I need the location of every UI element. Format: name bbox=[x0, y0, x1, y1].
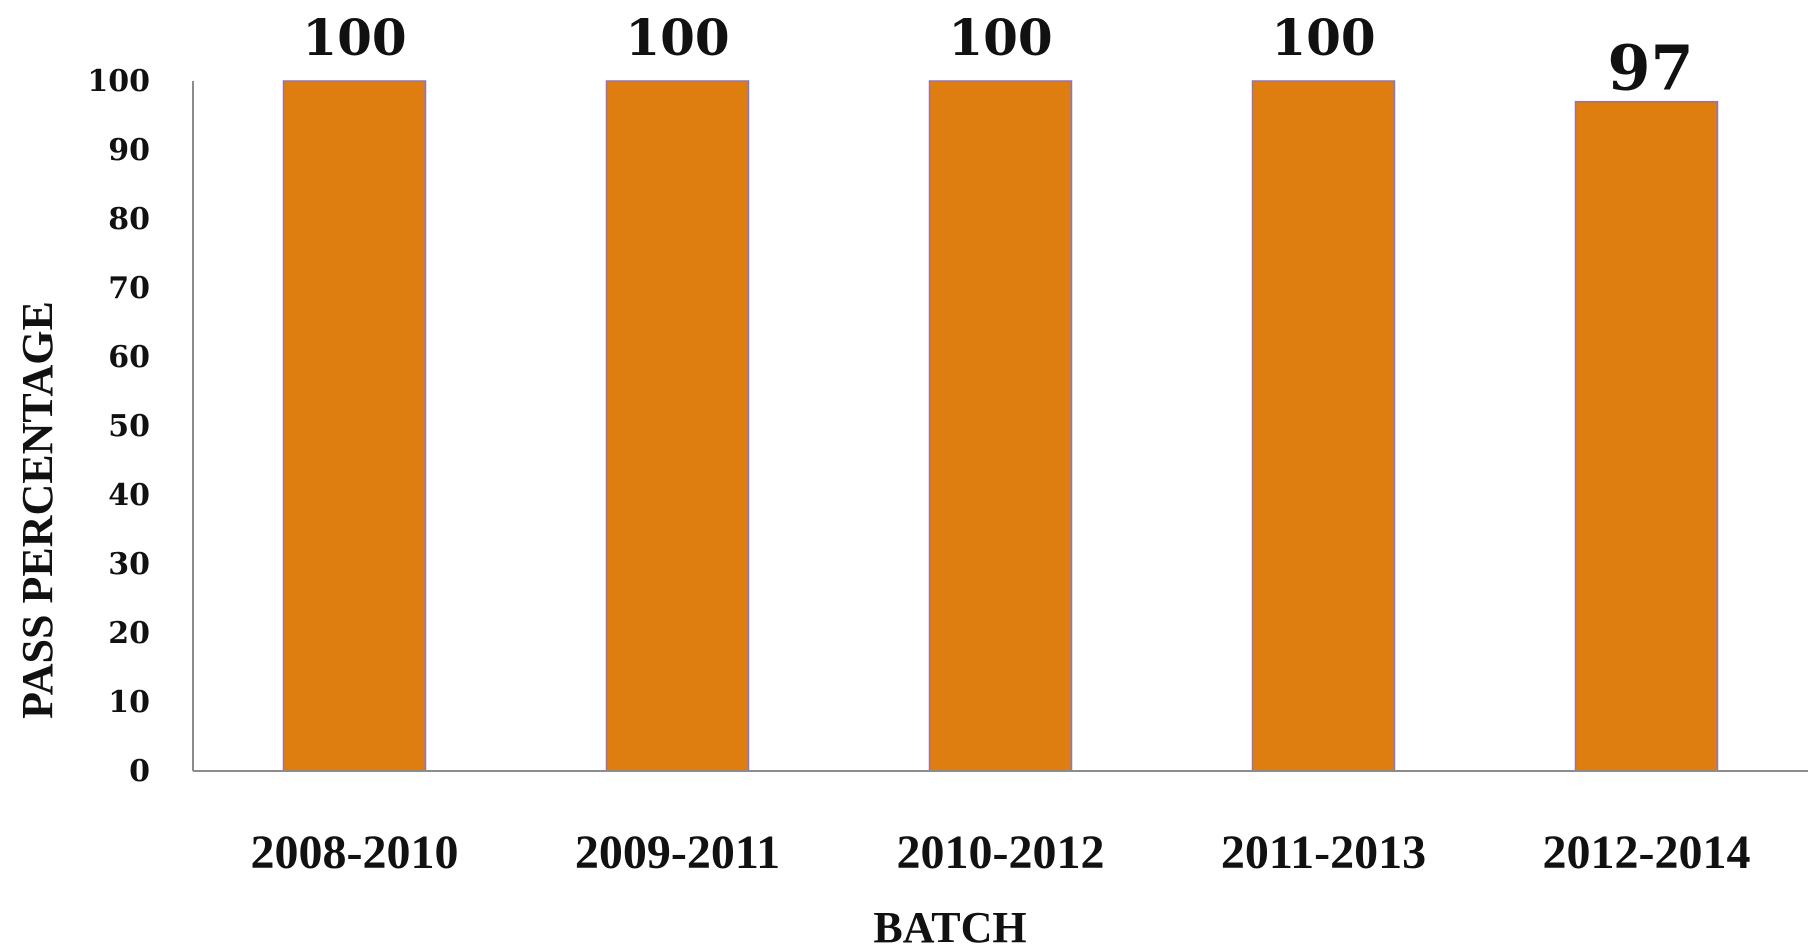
y-tick-label: 40 bbox=[108, 478, 150, 513]
y-axis-title: PASS PERCENTAGE bbox=[13, 301, 62, 719]
axes bbox=[192, 81, 1808, 772]
x-axis-title: BATCH bbox=[873, 903, 1026, 947]
y-tick-label: 80 bbox=[108, 202, 150, 237]
data-label: 97 bbox=[1607, 32, 1693, 105]
x-tick-label: 2009-2011 bbox=[575, 826, 780, 879]
y-tick-label: 0 bbox=[129, 754, 150, 789]
x-tick-label: 2012-2014 bbox=[1543, 826, 1751, 879]
bar bbox=[1251, 80, 1396, 772]
y-tick-label: 20 bbox=[108, 616, 150, 651]
y-tick-label: 10 bbox=[108, 685, 150, 720]
x-tick-labels: 2008-2010 2009-2011 2010-2012 2011-2013 2012… bbox=[251, 826, 1751, 879]
y-tick-label: 90 bbox=[108, 133, 150, 168]
y-tick-label: 100 bbox=[87, 64, 150, 99]
data-label: 100 bbox=[625, 8, 729, 67]
data-label: 100 bbox=[302, 8, 406, 67]
bar bbox=[282, 80, 427, 772]
x-tick-label: 2008-2010 bbox=[251, 826, 459, 879]
bar bbox=[1574, 100, 1719, 772]
bars-layer bbox=[282, 80, 1719, 772]
y-tick-label: 30 bbox=[108, 547, 150, 582]
data-label: 100 bbox=[1271, 8, 1375, 67]
bar bbox=[928, 80, 1073, 772]
y-tick-label: 50 bbox=[108, 409, 150, 444]
data-label: 100 bbox=[948, 8, 1052, 67]
y-tick-label: 60 bbox=[108, 340, 150, 375]
x-tick-label: 2011-2013 bbox=[1221, 826, 1426, 879]
x-tick-label: 2010-2012 bbox=[897, 826, 1105, 879]
y-tick-labels: 0 10 20 30 40 50 60 70 80 90 100 bbox=[87, 64, 150, 789]
y-tick-label: 70 bbox=[108, 271, 150, 306]
data-labels: 100 100 100 100 97 bbox=[302, 8, 1693, 105]
bar bbox=[605, 80, 750, 772]
